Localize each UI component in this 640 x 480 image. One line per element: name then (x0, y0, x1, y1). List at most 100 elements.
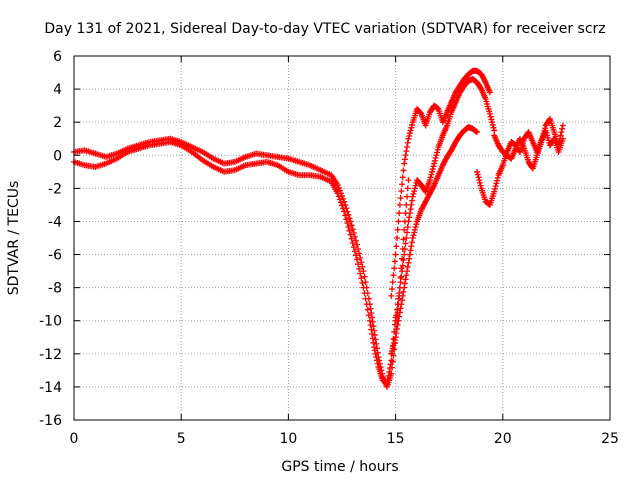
data-point (400, 288, 407, 295)
data-point (407, 247, 414, 254)
data-point (355, 246, 362, 253)
data-point (352, 252, 359, 259)
data-point (476, 179, 483, 186)
data-point (405, 218, 412, 225)
data-point (356, 265, 363, 272)
data-point (408, 201, 415, 208)
y-tick-label: -16 (39, 413, 62, 429)
data-point (413, 221, 420, 228)
data-point (395, 295, 402, 302)
data-point (351, 248, 358, 255)
data-point (341, 208, 348, 215)
data-point (342, 212, 349, 219)
data-point (410, 190, 417, 197)
data-point (477, 182, 484, 189)
data-point (402, 152, 409, 159)
data-point (362, 279, 369, 286)
data-point (493, 180, 500, 187)
data-point (352, 237, 359, 244)
data-point (491, 185, 498, 192)
data-point (433, 152, 440, 159)
data-point (369, 318, 376, 325)
data-point (370, 323, 377, 330)
data-point (355, 261, 362, 268)
data-point (430, 163, 437, 170)
data-point (389, 348, 396, 355)
data-point (393, 330, 400, 337)
x-tick-label: 25 (601, 431, 619, 447)
data-point (334, 190, 341, 197)
data-point (357, 254, 364, 261)
data-point (391, 265, 398, 272)
data-point (400, 167, 407, 174)
data-point (336, 196, 343, 203)
data-point (491, 188, 498, 195)
data-point (384, 380, 391, 387)
data-point (349, 226, 356, 233)
data-point (406, 210, 413, 217)
data-point (354, 256, 361, 263)
data-point (391, 339, 398, 346)
data-point (350, 244, 357, 251)
data-point (494, 177, 501, 184)
data-point (403, 201, 410, 208)
data-point (426, 177, 433, 184)
data-point (401, 160, 408, 167)
data-point (339, 202, 345, 209)
data-point (402, 240, 409, 247)
data-point (371, 347, 378, 354)
data-point (368, 326, 375, 333)
data-point (394, 326, 401, 332)
data-point (431, 160, 438, 167)
chart-title: Day 131 of 2021, Sidereal Day-to-day VTE… (44, 21, 605, 37)
data-point (476, 177, 483, 184)
data-point (335, 193, 342, 200)
data-point (556, 139, 563, 146)
data-point (346, 227, 353, 234)
data-point (372, 350, 379, 357)
data-point (474, 168, 481, 175)
data-point (429, 168, 436, 175)
data-point (341, 198, 348, 205)
data-point (337, 199, 344, 206)
data-point (347, 231, 354, 238)
data-point (403, 235, 410, 241)
series-arc-2 (71, 139, 399, 387)
data-point (540, 130, 547, 137)
data-point (411, 226, 418, 233)
plot-frame (73, 55, 611, 421)
data-point (350, 230, 357, 237)
y-tick-label: -10 (39, 314, 62, 330)
data-point (487, 113, 494, 120)
data-point (395, 218, 402, 225)
data-point (392, 334, 399, 341)
data-point (412, 182, 419, 189)
data-point (364, 306, 371, 313)
data-point (404, 263, 411, 270)
data-point (371, 332, 378, 339)
data-point (394, 321, 401, 328)
data-point (363, 301, 370, 308)
data-point (428, 171, 435, 178)
data-point (411, 229, 418, 236)
data-point (404, 223, 411, 230)
data-point (474, 171, 481, 178)
data-point (411, 188, 418, 195)
data-point (373, 340, 380, 347)
series-arc-5 (388, 124, 481, 357)
data-point (410, 232, 417, 239)
data-point (386, 369, 393, 376)
data-point (348, 222, 355, 229)
data-point (398, 301, 405, 308)
data-point (385, 372, 392, 379)
y-tick-label: -2 (48, 181, 62, 197)
data-point (397, 195, 404, 202)
data-point (489, 121, 496, 128)
data-point (407, 127, 414, 134)
data-point (351, 233, 358, 240)
data-point (358, 275, 365, 282)
data-point (396, 210, 403, 217)
data-point (406, 255, 413, 262)
y-tick-label: 2 (53, 115, 62, 131)
data-point (361, 290, 368, 297)
